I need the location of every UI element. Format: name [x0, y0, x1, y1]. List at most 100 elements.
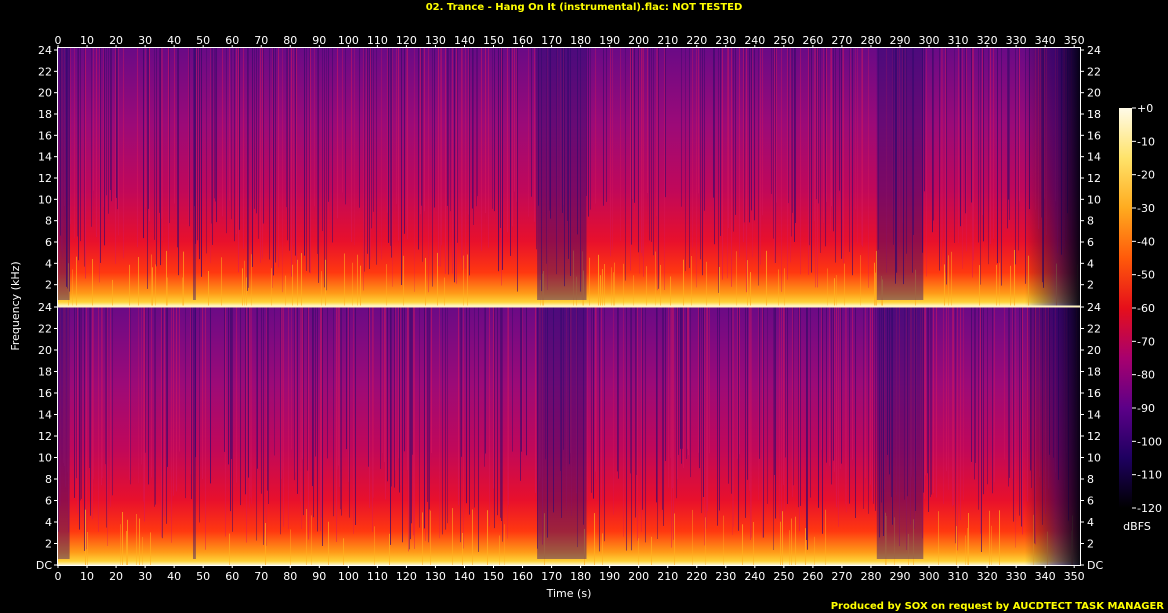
spectrogram-stripe	[231, 48, 232, 220]
spectrogram-stripe	[657, 48, 658, 291]
spectrogram-stripe	[872, 306, 873, 502]
spectrogram-stripe	[500, 48, 501, 228]
spectrogram-stripe	[194, 48, 195, 207]
spectrogram-stripe	[450, 48, 451, 212]
spectrogram-stripe	[686, 306, 687, 459]
spectrogram-stripe	[1019, 48, 1020, 202]
spectrogram-stripe	[936, 306, 937, 498]
spectrogram-stripe	[107, 306, 108, 546]
spectrogram-stripe	[280, 306, 281, 535]
spectrogram-stripe	[577, 48, 578, 235]
spectrogram-stripe	[76, 306, 77, 479]
spectrogram-stripe	[1014, 250, 1015, 306]
spectrogram-stripe	[64, 306, 65, 467]
spectrogram-stripe	[1001, 48, 1002, 286]
spectrogram-stripe	[825, 509, 826, 565]
spectrogram-stripe	[875, 306, 876, 511]
spectrogram-stripe	[390, 306, 391, 545]
spectrogram-stripe	[250, 306, 251, 498]
spectrogram-stripe	[681, 306, 682, 464]
spectrogram-stripe	[115, 48, 116, 264]
spectrogram-stripe	[687, 306, 688, 449]
colorbar-tick-label: -20	[1137, 169, 1155, 182]
spectrogram-stripe	[739, 48, 740, 258]
spectrogram-stripe	[988, 48, 989, 265]
spectrogram-panel-right	[58, 306, 1080, 565]
spectrogram-stripe	[681, 48, 682, 207]
spectrogram-stripe	[634, 48, 635, 203]
y-tick-label: 4	[45, 257, 52, 270]
spectrogram-stripe	[430, 510, 431, 565]
spectrogram-stripe	[60, 48, 61, 236]
spectrogram-stripe	[333, 306, 334, 517]
spectrogram-stripe	[987, 306, 988, 485]
spectrogram-stripe	[915, 306, 916, 511]
spectrogram-stripe	[810, 306, 811, 498]
spectrogram-stripe	[535, 306, 536, 493]
spectrogram-stripe	[892, 48, 893, 215]
spectrogram-stripe	[747, 306, 748, 480]
spectrogram-stripe	[642, 48, 643, 257]
spectrogram-stripe	[704, 306, 705, 546]
spectrogram-stripe	[398, 306, 399, 459]
spectrogram-stripe	[800, 48, 801, 275]
spectrogram-stripe	[359, 48, 360, 208]
spectrogram-stripe	[138, 306, 139, 483]
spectrogram-stripe	[599, 306, 600, 552]
spectrogram-stripe	[906, 48, 907, 254]
spectrogram-stripe	[257, 306, 258, 469]
spectrogram-stripe	[110, 48, 111, 190]
spectrogram-stripe	[956, 526, 957, 565]
spectrogram-stripe	[108, 48, 109, 214]
spectrogram-stripe	[512, 48, 513, 227]
y-tick-label: 6	[45, 495, 52, 508]
spectrogram-stripe	[502, 48, 503, 270]
spectrogram-right-quiet	[58, 306, 924, 559]
spectrogram-stripe	[818, 48, 819, 204]
spectrogram-stripe	[978, 306, 979, 510]
spectrogram-stripe	[825, 48, 826, 247]
spectrogram-stripe	[885, 512, 886, 565]
spectrogram-stripe	[143, 48, 144, 239]
spectrogram-stripe	[752, 48, 753, 257]
spectrogram-stripe	[717, 306, 718, 526]
quiet-interval	[193, 48, 196, 300]
spectrogram-stripe	[210, 48, 211, 263]
spectrogram-stripe	[380, 306, 381, 469]
spectrogram-stripe	[714, 48, 715, 245]
x-tick-label: 300	[919, 34, 940, 47]
y-tick-label: 12	[38, 172, 52, 185]
spectrogram-stripe	[967, 528, 968, 565]
spectrogram-stripe	[313, 306, 314, 518]
spectrogram-stripe	[600, 275, 601, 306]
spectrogram-stripe	[966, 48, 967, 252]
spectrogram-stripe	[215, 48, 216, 202]
spectrogram-stripe	[816, 48, 817, 200]
spectrogram-stripe	[576, 276, 577, 306]
spectrogram-stripe	[838, 306, 839, 527]
spectrogram-stripe	[392, 48, 393, 287]
colorbar-tick-label: -70	[1137, 335, 1155, 348]
spectrogram-stripe	[594, 513, 595, 565]
spectrogram-stripe	[488, 48, 489, 248]
spectrogram-stripe	[62, 48, 63, 258]
spectrogram-stripe	[456, 48, 457, 284]
spectrogram-stripe	[432, 48, 433, 287]
spectrogram-stripe	[256, 48, 257, 214]
spectrogram-stripe	[814, 48, 815, 222]
spectrogram-stripe	[497, 306, 498, 516]
spectrogram-stripe	[303, 306, 304, 516]
spectrogram-stripe	[258, 48, 259, 239]
x-tick-label: 80	[283, 570, 297, 583]
x-tick-label: 120	[396, 34, 417, 47]
spectrogram-stripe	[879, 306, 880, 538]
spectrogram-stripe	[231, 306, 232, 459]
spectrogram-stripe	[875, 272, 876, 306]
spectrogram-stripe	[989, 510, 990, 565]
spectrogram-stripe	[1007, 48, 1008, 229]
spectrogram-stripe	[899, 306, 900, 547]
spectrogram-stripe	[236, 48, 237, 235]
spectrogram-stripe	[306, 509, 307, 565]
spectrogram-stripe	[833, 306, 834, 461]
spectrogram-stripe	[469, 306, 470, 515]
